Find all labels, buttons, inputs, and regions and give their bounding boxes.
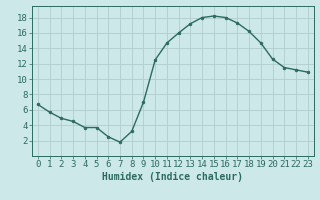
X-axis label: Humidex (Indice chaleur): Humidex (Indice chaleur): [102, 172, 243, 182]
